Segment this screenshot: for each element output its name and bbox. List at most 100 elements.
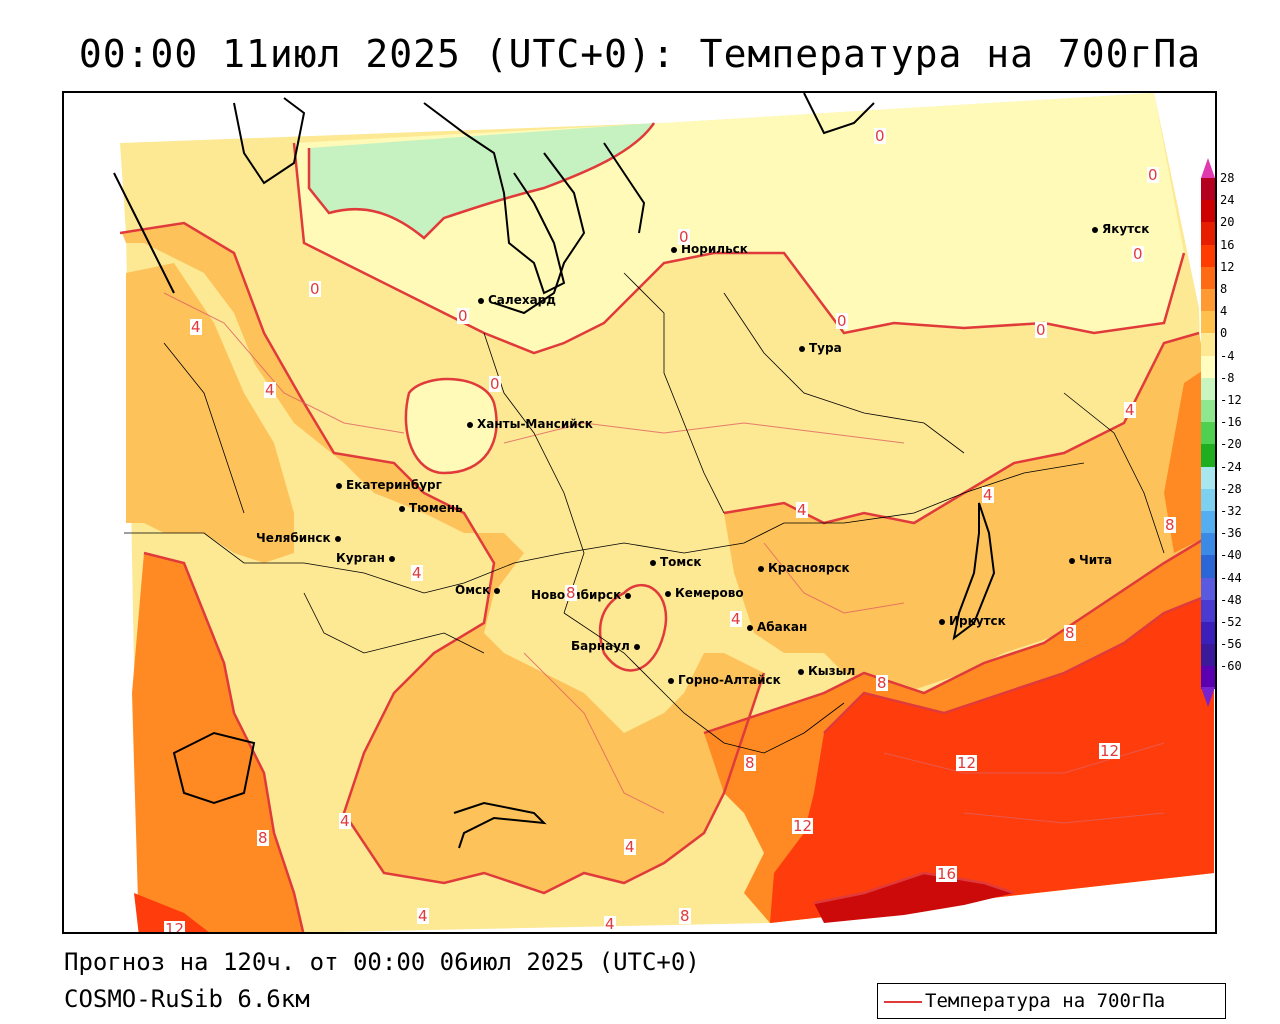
city-krasnoyarsk: Красноярск xyxy=(758,561,850,575)
colorbar-segment xyxy=(1201,466,1215,490)
city-dot xyxy=(650,559,656,566)
city-label: Томск xyxy=(660,555,702,569)
legend: Температура на 700гПа xyxy=(877,983,1226,1019)
map-canvas xyxy=(113,93,1215,932)
colorbar-tick-label: -52 xyxy=(1220,615,1242,629)
colorbar-segment xyxy=(1201,555,1215,579)
isotherms xyxy=(119,122,1215,932)
city-label: Тюмень xyxy=(409,501,463,515)
city-dot xyxy=(633,643,640,650)
city-dot xyxy=(747,624,753,631)
legend-label: Температура на 700гПа xyxy=(925,990,1166,1012)
colorbar-tick-label: -36 xyxy=(1220,526,1242,541)
city-label: Екатеринбург xyxy=(346,478,442,492)
city-dot xyxy=(671,246,677,253)
contour-label: 0 xyxy=(1035,321,1047,339)
contour-label: 8 xyxy=(257,829,269,847)
city-label: Салехард xyxy=(488,293,556,307)
contour-label: 0 xyxy=(457,307,469,325)
city-abakan: Абакан xyxy=(747,620,807,634)
model-name: COSMO-RuSib 6.6км xyxy=(64,985,310,1013)
city-label: Норильск xyxy=(681,242,748,256)
colorbar-tick-label: -12 xyxy=(1220,393,1242,407)
warm-zone-east xyxy=(724,333,1214,693)
city-dot xyxy=(939,618,945,625)
colorbar-bottom-arrow xyxy=(1201,686,1215,707)
colorbar-tick-label: 20 xyxy=(1220,215,1235,230)
city-chelyabinsk: Челябинск xyxy=(256,531,345,545)
contour-label: 4 xyxy=(796,501,808,519)
city-dot xyxy=(494,587,501,594)
contour-label: 4 xyxy=(982,486,994,504)
warm-zone-far-west xyxy=(126,263,294,563)
contour-label: 0 xyxy=(836,312,848,330)
contour-label: 4 xyxy=(624,838,636,856)
city-khanty-mansiysk: Ханты-Мансийск xyxy=(467,417,593,431)
color-scale-bar xyxy=(1201,178,1215,690)
city-dot xyxy=(388,555,395,562)
contour-label: 8 xyxy=(1064,624,1076,642)
colorbar-tick-label: 0 xyxy=(1220,326,1228,341)
colorbar-segment xyxy=(1201,599,1215,623)
colorbar-segment xyxy=(1201,422,1215,445)
colorbar-tick-label: -56 xyxy=(1220,637,1242,652)
contour-label: 0 xyxy=(1132,245,1144,263)
city-dot xyxy=(758,565,764,572)
contour-label: 4 xyxy=(604,915,616,933)
colorbar-segment xyxy=(1201,444,1215,468)
colorbar-tick-label: -28 xyxy=(1220,481,1242,496)
city-yekaterinburg: Екатеринбург xyxy=(336,478,442,492)
city-label: Тура xyxy=(809,341,842,355)
colorbar-segment xyxy=(1201,355,1215,379)
contour-label: 4 xyxy=(190,318,202,336)
contour-label: 8 xyxy=(679,907,691,925)
colorbar-segment xyxy=(1201,178,1215,201)
contour-label: 12 xyxy=(956,754,978,772)
city-norilsk: Норильск xyxy=(671,242,748,256)
colorbar-tick-label: -8 xyxy=(1220,370,1235,385)
city-omsk: Омск xyxy=(455,583,504,597)
contour-label: 8 xyxy=(744,754,756,772)
contour-label: 4 xyxy=(411,564,423,582)
colorbar-segment xyxy=(1201,289,1215,312)
contour-label: 0 xyxy=(489,375,501,393)
colorbar-segment xyxy=(1201,488,1215,512)
city-label: Чита xyxy=(1079,553,1113,567)
city-label: Курган xyxy=(336,551,385,565)
city-novosibirsk: Новосибирск xyxy=(531,588,635,602)
colorbar-tick-label: 28 xyxy=(1220,171,1235,185)
city-label: Кемерово xyxy=(675,586,744,600)
contour-label: 0 xyxy=(309,280,321,298)
city-dot xyxy=(336,482,342,489)
contour-label: 16 xyxy=(936,865,958,883)
colorbar-tick-label: -24 xyxy=(1220,459,1242,474)
hottest-zone xyxy=(814,873,1014,923)
city-dot xyxy=(1092,226,1098,233)
colorbar-tick-label: -40 xyxy=(1220,548,1242,563)
colorbar-tick-label: -44 xyxy=(1220,570,1242,585)
colorbar-segment xyxy=(1201,377,1215,401)
city-chita: Чита xyxy=(1069,553,1112,567)
thin-isotherms xyxy=(163,292,1165,824)
colorbar-tick-label: -4 xyxy=(1220,348,1235,363)
city-label: Красноярск xyxy=(768,561,850,575)
contour-label: 0 xyxy=(1147,166,1159,184)
contour-label: 8 xyxy=(565,584,577,602)
temperature-map: Норильск Салехард Тура Якутск Ханты-Манс… xyxy=(62,91,1217,934)
colorbar-segment xyxy=(1201,644,1215,667)
colorbar-tick-label: 24 xyxy=(1220,193,1235,208)
cold-zone-khanty xyxy=(405,379,497,473)
city-label: Омск xyxy=(455,583,491,597)
colorbar-tick-label: -20 xyxy=(1220,437,1242,452)
city-label: Кызыл xyxy=(808,664,856,678)
contour-label: 12 xyxy=(792,817,814,835)
hotter-zone-west xyxy=(134,893,209,932)
subzero-zone xyxy=(309,123,654,238)
colorbar-segment xyxy=(1201,200,1215,223)
city-kurgan: Курган xyxy=(336,551,399,565)
colorbar-segment xyxy=(1201,622,1215,645)
colorbar-segment xyxy=(1201,666,1215,690)
city-kemerovo: Кемерово xyxy=(665,586,744,600)
colorbar-top-arrow xyxy=(1201,158,1215,178)
legend-line-swatch xyxy=(884,1001,922,1003)
